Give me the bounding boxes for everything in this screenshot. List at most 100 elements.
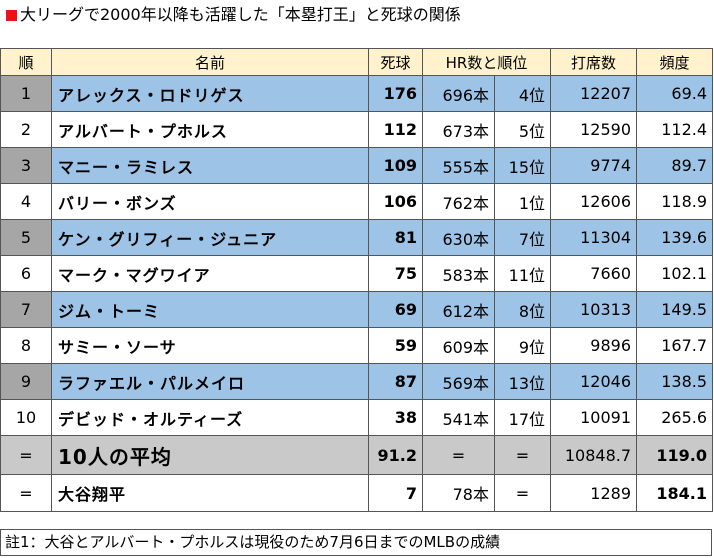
rank-cell: 7 bbox=[0, 291, 52, 328]
hr-cell: 541本 bbox=[422, 399, 495, 436]
hr-rank-cell: 7位 bbox=[493, 219, 552, 256]
player-name: ジム・トーミ bbox=[51, 291, 369, 328]
hr-cell: 609本 bbox=[422, 327, 495, 364]
table-row: 10 デビッド・オルティーズ 38 541本 17位 10091 265.6 bbox=[0, 399, 714, 436]
average-label: 10人の平均 bbox=[51, 435, 369, 475]
header-row: 順 名前 死球 HR数と順位 打席数 頻度 bbox=[0, 48, 714, 76]
freq-cell: 89.7 bbox=[636, 147, 714, 184]
hr-rank-cell: 15位 bbox=[493, 147, 552, 184]
header-pa: 打席数 bbox=[550, 48, 638, 76]
freq-cell: 138.5 bbox=[636, 363, 714, 400]
pa-cell: 9774 bbox=[550, 147, 638, 184]
rank-cell: 1 bbox=[0, 75, 52, 112]
rank-cell: 9 bbox=[0, 363, 52, 400]
hr-cell: 630本 bbox=[422, 219, 495, 256]
header-hr: HR数と順位 bbox=[421, 48, 552, 76]
player-name: ケン・グリフィー・ジュニア bbox=[51, 219, 369, 256]
hbp-cell: 7 bbox=[368, 474, 423, 512]
hr-rank-cell: = bbox=[493, 435, 552, 475]
header-name: 名前 bbox=[51, 48, 369, 76]
red-square-icon bbox=[6, 10, 17, 21]
hr-cell: 569本 bbox=[422, 363, 495, 400]
freq-cell: 139.6 bbox=[636, 219, 714, 256]
rank-cell: = bbox=[0, 435, 52, 475]
table-row: 2 アルバート・プホルス 112 673本 5位 12590 112.4 bbox=[0, 111, 714, 148]
hr-cell: 583本 bbox=[422, 255, 495, 292]
player-name: 大谷翔平 bbox=[51, 474, 369, 512]
average-row: = 10人の平均 91.2 = = 10848.7 119.0 bbox=[0, 435, 714, 475]
freq-cell: 149.5 bbox=[636, 291, 714, 328]
player-name: マニー・ラミレス bbox=[51, 147, 369, 184]
player-name: アルバート・プホルス bbox=[51, 111, 369, 148]
pa-cell: 12590 bbox=[550, 111, 638, 148]
hbp-cell: 87 bbox=[368, 363, 423, 400]
rank-cell: 5 bbox=[0, 219, 52, 256]
hbp-cell: 38 bbox=[368, 399, 423, 436]
freq-cell: 102.1 bbox=[636, 255, 714, 292]
hbp-cell: 91.2 bbox=[368, 435, 423, 475]
player-name: アレックス・ロドリゲス bbox=[51, 75, 369, 112]
freq-cell: 112.4 bbox=[636, 111, 714, 148]
hr-rank-cell: 9位 bbox=[493, 327, 552, 364]
rank-cell: 4 bbox=[0, 183, 52, 220]
table-row: 6 マーク・マグワイア 75 583本 11位 7660 102.1 bbox=[0, 255, 714, 292]
hbp-cell: 59 bbox=[368, 327, 423, 364]
pa-cell: 10313 bbox=[550, 291, 638, 328]
pa-cell: 12606 bbox=[550, 183, 638, 220]
table-row: 1 アレックス・ロドリゲス 176 696本 4位 12207 69.4 bbox=[0, 75, 714, 112]
hbp-cell: 176 bbox=[368, 75, 423, 112]
hbp-cell: 69 bbox=[368, 291, 423, 328]
page-title: 大リーグで2000年以降も活躍した「本塁打王」と死球の関係 bbox=[0, 2, 714, 28]
hr-cell: 762本 bbox=[422, 183, 495, 220]
freq-cell: 167.7 bbox=[636, 327, 714, 364]
table-row: 5 ケン・グリフィー・ジュニア 81 630本 7位 11304 139.6 bbox=[0, 219, 714, 256]
player-name: ラファエル・パルメイロ bbox=[51, 363, 369, 400]
freq-cell: 69.4 bbox=[636, 75, 714, 112]
rank-cell: = bbox=[0, 474, 52, 512]
hr-cell: 673本 bbox=[422, 111, 495, 148]
pa-cell: 12046 bbox=[550, 363, 638, 400]
pa-cell: 11304 bbox=[550, 219, 638, 256]
hr-rank-cell: 5位 bbox=[493, 111, 552, 148]
header-freq: 頻度 bbox=[636, 48, 714, 76]
hbp-table: 順 名前 死球 HR数と順位 打席数 頻度 1 アレックス・ロドリゲス 176 … bbox=[0, 48, 714, 512]
player-name: サミー・ソーサ bbox=[51, 327, 369, 364]
pa-cell: 7660 bbox=[550, 255, 638, 292]
ohtani-row: = 大谷翔平 7 78本 = 1289 184.1 bbox=[0, 474, 714, 512]
freq-cell: 118.9 bbox=[636, 183, 714, 220]
hr-rank-cell: 13位 bbox=[493, 363, 552, 400]
hbp-cell: 75 bbox=[368, 255, 423, 292]
table-row: 8 サミー・ソーサ 59 609本 9位 9896 167.7 bbox=[0, 327, 714, 364]
hr-cell: 612本 bbox=[422, 291, 495, 328]
hr-rank-cell: 11位 bbox=[493, 255, 552, 292]
rank-cell: 10 bbox=[0, 399, 52, 436]
hr-rank-cell: = bbox=[493, 474, 552, 512]
table-row: 7 ジム・トーミ 69 612本 8位 10313 149.5 bbox=[0, 291, 714, 328]
freq-cell: 119.0 bbox=[636, 435, 714, 475]
player-name: デビッド・オルティーズ bbox=[51, 399, 369, 436]
hr-rank-cell: 8位 bbox=[493, 291, 552, 328]
hbp-cell: 81 bbox=[368, 219, 423, 256]
hbp-cell: 112 bbox=[368, 111, 423, 148]
rank-cell: 3 bbox=[0, 147, 52, 184]
hr-cell: 555本 bbox=[422, 147, 495, 184]
hbp-cell: 109 bbox=[368, 147, 423, 184]
header-rank: 順 bbox=[0, 48, 52, 76]
table-row: 3 マニー・ラミレス 109 555本 15位 9774 89.7 bbox=[0, 147, 714, 184]
rank-cell: 8 bbox=[0, 327, 52, 364]
hr-rank-cell: 1位 bbox=[493, 183, 552, 220]
title-text: 大リーグで2000年以降も活躍した「本塁打王」と死球の関係 bbox=[20, 5, 461, 24]
pa-cell: 10848.7 bbox=[550, 435, 638, 475]
hr-rank-cell: 4位 bbox=[493, 75, 552, 112]
hr-cell: 78本 bbox=[422, 474, 495, 512]
hr-rank-cell: 17位 bbox=[493, 399, 552, 436]
table-row: 4 バリー・ボンズ 106 762本 1位 12606 118.9 bbox=[0, 183, 714, 220]
freq-cell: 265.6 bbox=[636, 399, 714, 436]
player-name: バリー・ボンズ bbox=[51, 183, 369, 220]
rank-cell: 6 bbox=[0, 255, 52, 292]
table-row: 9 ラファエル・パルメイロ 87 569本 13位 12046 138.5 bbox=[0, 363, 714, 400]
pa-cell: 10091 bbox=[550, 399, 638, 436]
rank-cell: 2 bbox=[0, 111, 52, 148]
footnote: 註1：大谷とアルバート・プホルスは現役のため7月6日までのMLBの成績 bbox=[0, 529, 712, 556]
pa-cell: 12207 bbox=[550, 75, 638, 112]
